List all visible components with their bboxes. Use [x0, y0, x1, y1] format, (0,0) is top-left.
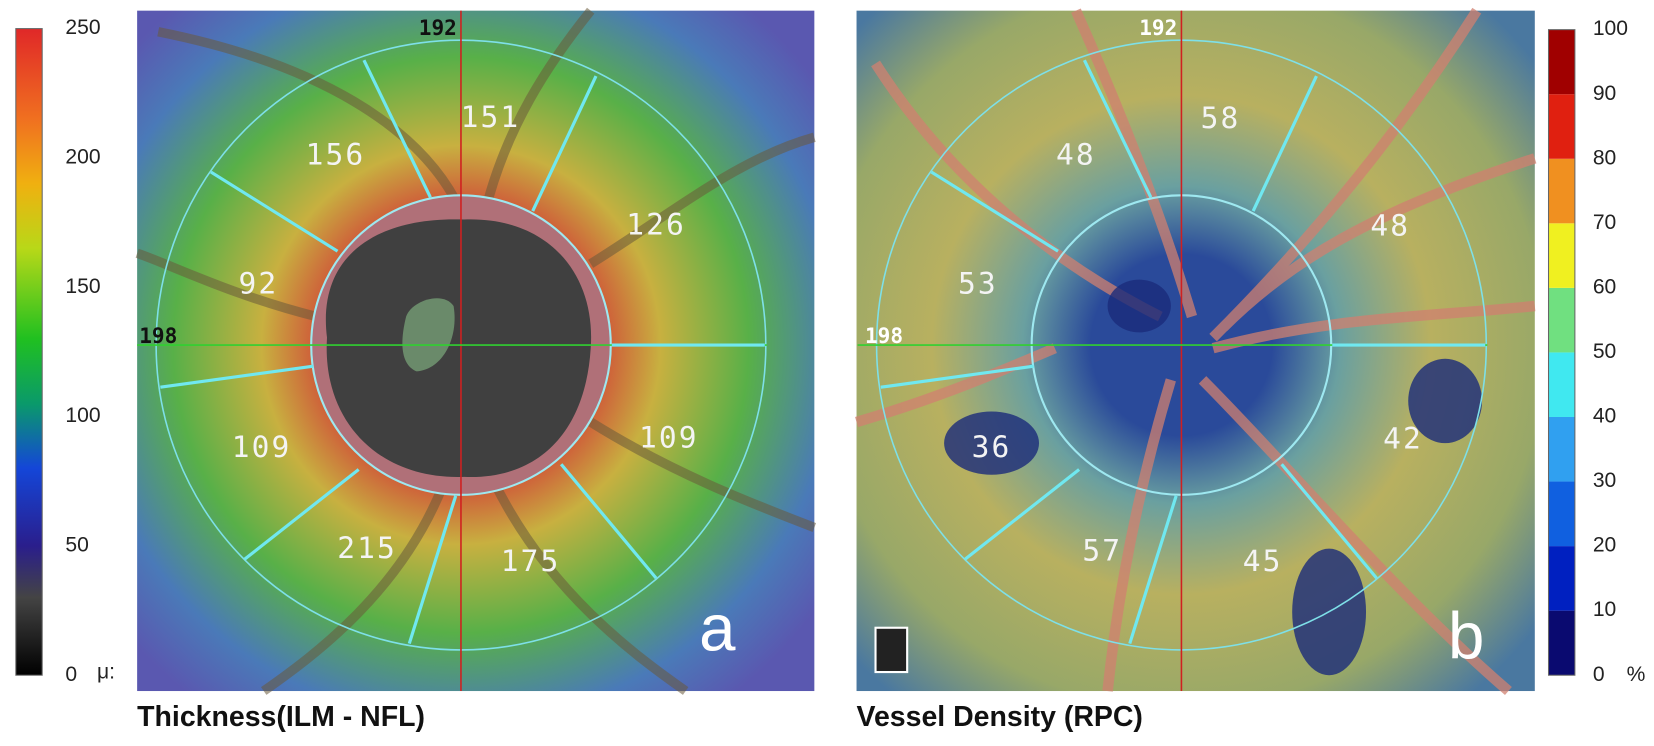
sector-divider	[930, 170, 1059, 253]
colorbar-band	[1548, 352, 1575, 417]
colorbar-tick-label: 90	[1593, 82, 1616, 105]
colorbar-tick-label: 250	[65, 16, 100, 39]
colorbar-band	[1548, 287, 1575, 353]
colorbar-tick-label: 200	[65, 145, 100, 168]
sector-divider	[880, 364, 1034, 389]
colorbar-unit: μ:	[97, 661, 115, 684]
colorbar-tick-label: 40	[1593, 405, 1616, 428]
sector-value: 151	[461, 100, 521, 134]
sector-value: 53	[958, 266, 998, 300]
icon	[874, 626, 909, 674]
panel-label: b	[1448, 600, 1484, 673]
sector-value: 45	[1243, 544, 1283, 578]
sector-divider	[559, 463, 658, 580]
sector-divider	[243, 468, 360, 561]
sector-value: 215	[337, 531, 397, 565]
colorbar-band	[1548, 546, 1575, 611]
sector-divider	[407, 495, 458, 645]
sector-divider	[210, 170, 339, 253]
overlay: 151 156 126 92 109 109 215 175 192 198 a	[137, 10, 767, 692]
sector-divider	[1082, 59, 1153, 199]
sector-divider	[531, 75, 598, 212]
caption: Thickness(ILM - NFL)	[137, 701, 425, 733]
colorbar-tick-label: 60	[1593, 275, 1616, 298]
top-marker: 192	[419, 15, 457, 40]
sector-value: 36	[972, 430, 1012, 464]
vessel-density-map	[856, 10, 1535, 692]
sector-value: 58	[1201, 101, 1241, 135]
panel-label: a	[699, 591, 736, 664]
colorbar-tick-label: 100	[65, 404, 100, 427]
top-marker: 192	[1139, 15, 1177, 40]
overlay: 58 48 48 53 36 42 57 45 192 198 b	[857, 10, 1488, 692]
sector-value: 48	[1056, 138, 1096, 172]
left-marker: 198	[139, 323, 177, 348]
colorbar-tick-label: 20	[1593, 534, 1616, 557]
left-marker: 198	[865, 323, 903, 348]
colorbar-band	[1548, 416, 1575, 482]
vessels	[135, 7, 817, 695]
colorbar-band	[1548, 158, 1575, 224]
sector-value: 109	[639, 420, 699, 454]
sector-value: 175	[501, 544, 561, 578]
sector-value: 126	[626, 207, 686, 241]
colorbar-tick-label: 50	[65, 533, 88, 556]
colorbar-tick-label: 0	[1593, 663, 1605, 686]
colorbar-tick-label: 10	[1593, 598, 1616, 621]
colorbar-tick-label: 150	[65, 275, 100, 298]
colorbar-frame	[1547, 29, 1576, 676]
sector-divider	[1280, 463, 1378, 580]
optic-disc	[325, 219, 592, 478]
thickness-colorbar	[15, 28, 43, 676]
sector-value: 42	[1383, 421, 1423, 455]
sector-divider	[1128, 495, 1178, 645]
colorbar-tick-label: 100	[1593, 17, 1628, 40]
colorbar-tick-label: 0	[65, 663, 77, 686]
sector-value: 109	[232, 430, 292, 464]
colorbar-tick-label: 50	[1593, 340, 1616, 363]
sector-divider	[160, 364, 314, 389]
colorbar-unit: %	[1627, 663, 1646, 686]
colorbar-band	[1548, 94, 1575, 159]
sector-value: 92	[239, 266, 279, 300]
caption: Vessel Density (RPC)	[857, 701, 1143, 733]
colorbar-band	[1548, 29, 1575, 95]
colorbar-band	[1548, 481, 1575, 547]
sector-value: 156	[306, 138, 366, 172]
sector-divider	[1251, 75, 1318, 212]
sector-value: 48	[1370, 208, 1410, 242]
cup	[402, 298, 455, 372]
sector-divider	[964, 468, 1081, 561]
sector-value: 57	[1082, 533, 1122, 567]
colorbar-tick-label: 70	[1593, 211, 1616, 234]
colorbar-band	[1548, 610, 1575, 676]
colorbar-tick-label: 80	[1593, 146, 1616, 169]
colorbar-tick-label: 30	[1593, 469, 1616, 492]
sector-divider	[362, 59, 432, 199]
vessels	[855, 7, 1537, 696]
colorbar-band	[1548, 223, 1575, 288]
